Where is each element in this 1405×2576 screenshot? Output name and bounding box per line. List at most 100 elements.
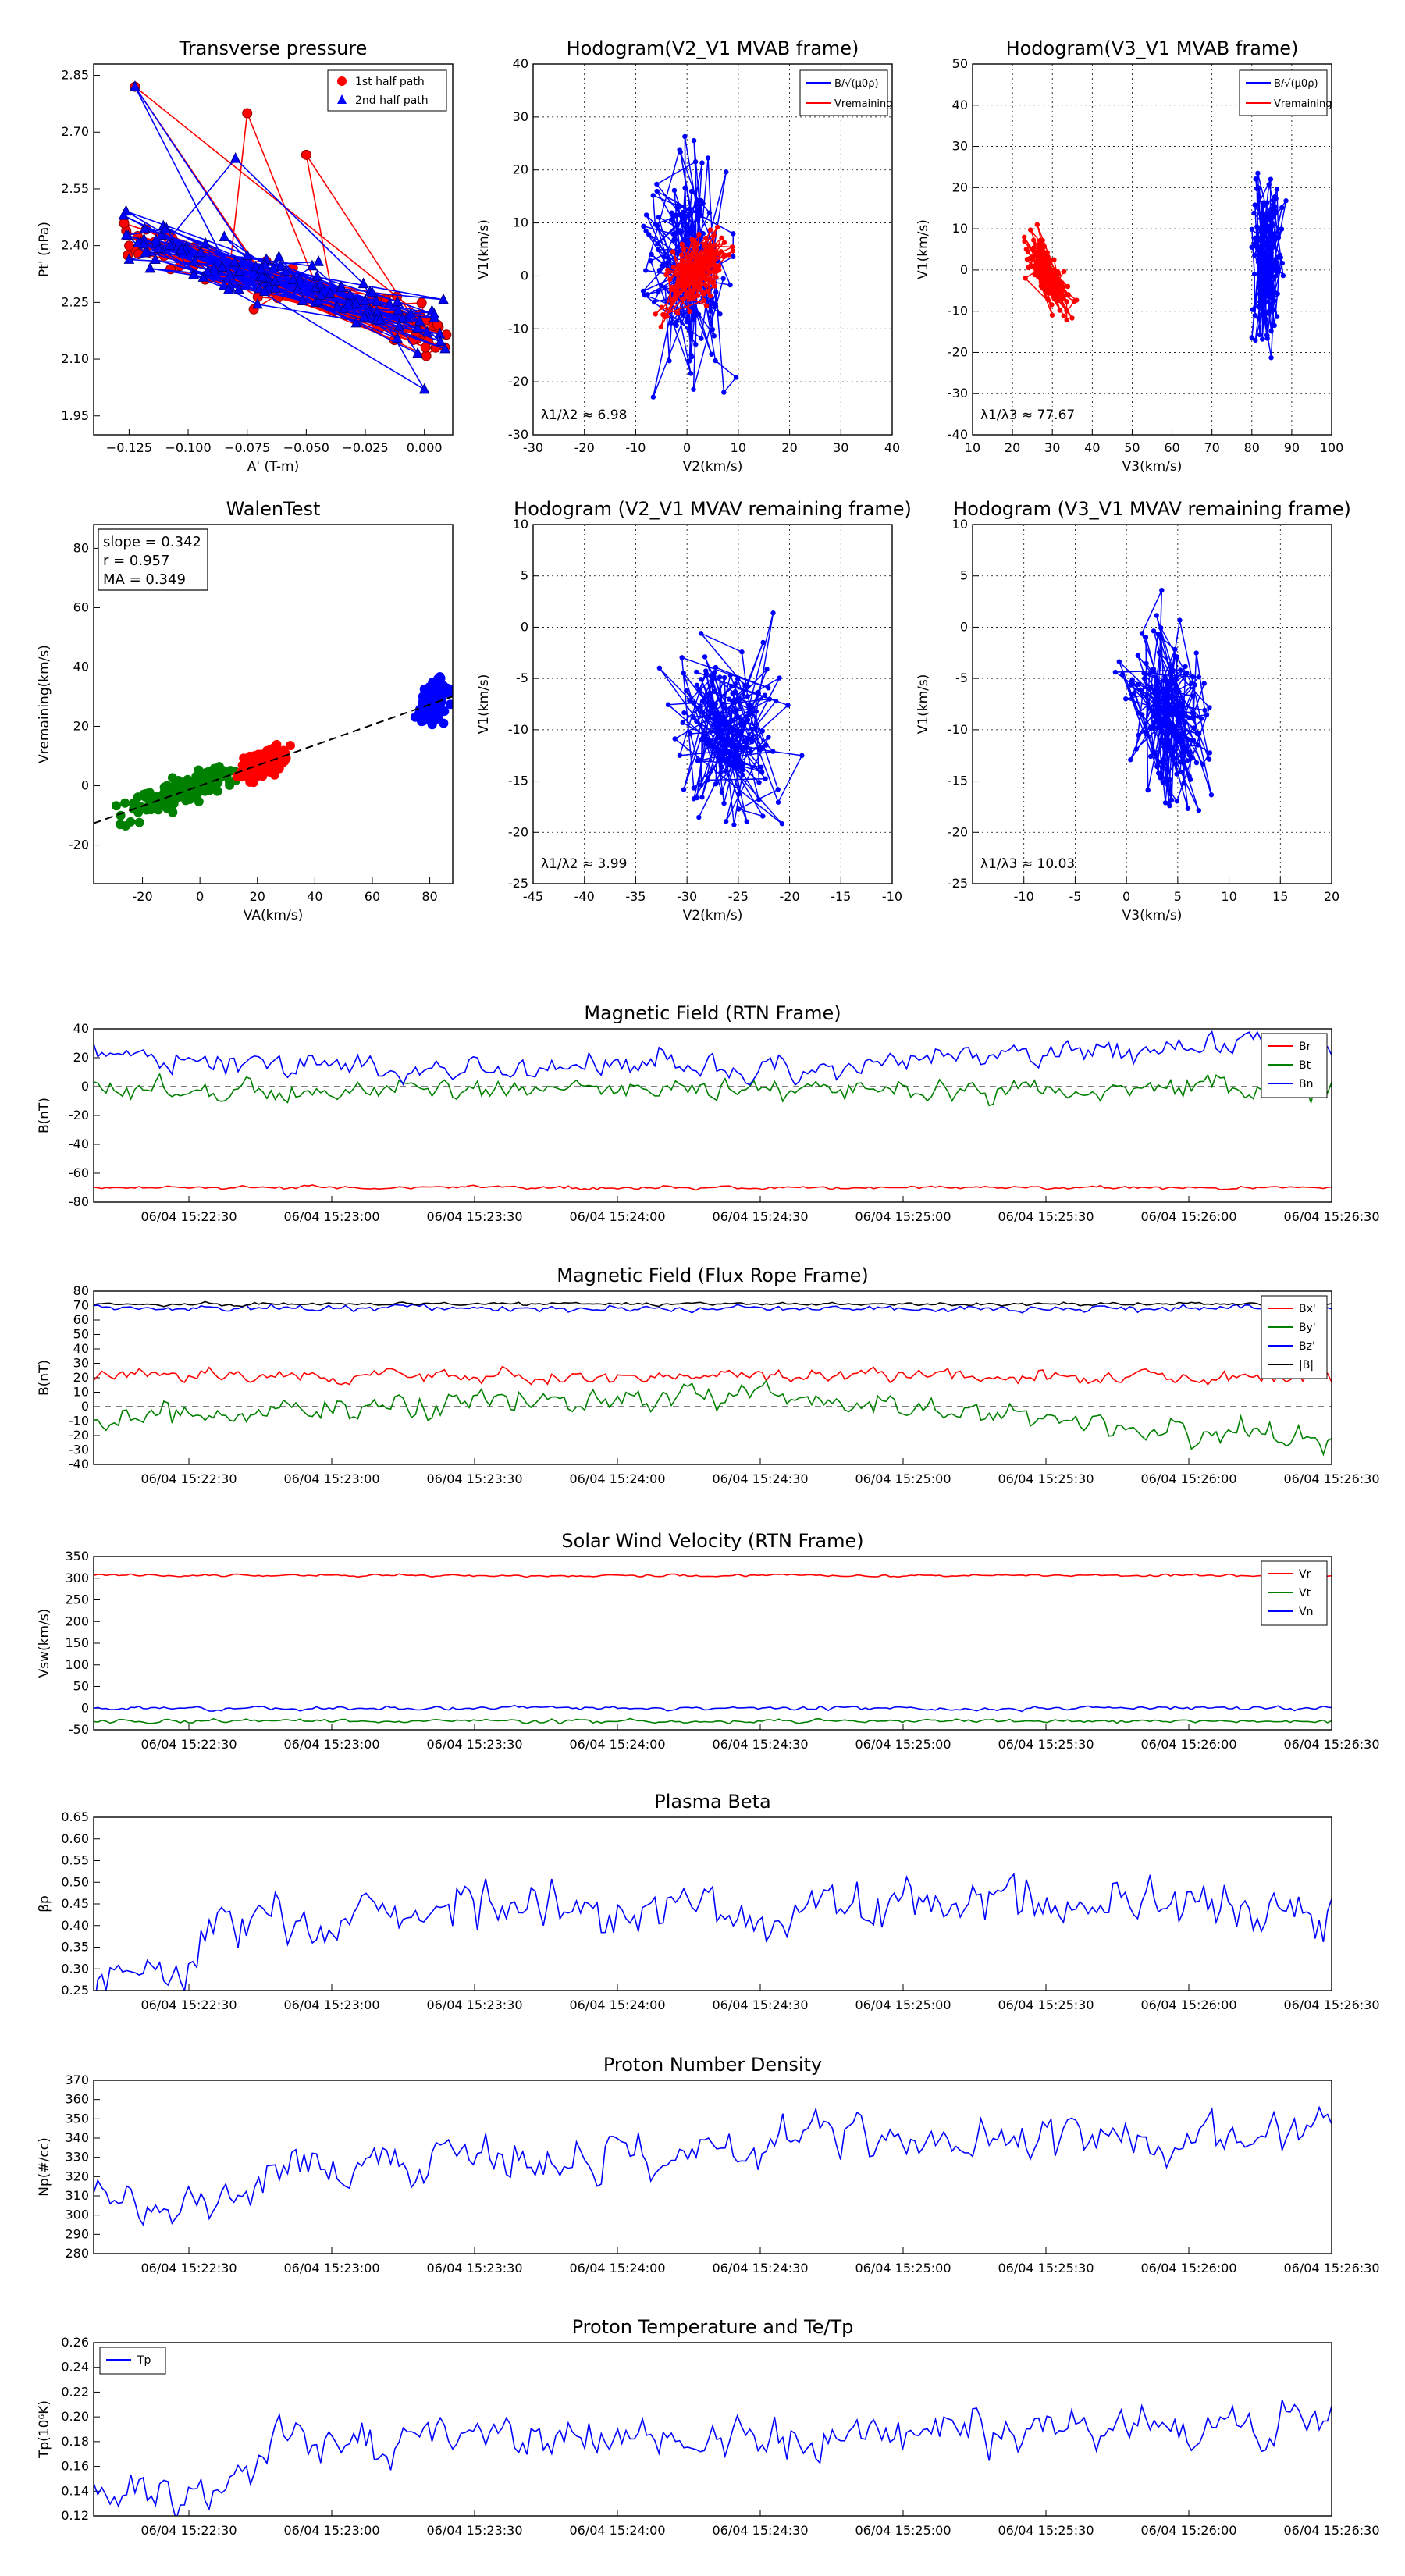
plot-frame [93,1816,1332,1991]
hodogram-point [1190,674,1196,680]
marker-triangle [393,304,404,315]
hodogram-point [1036,263,1041,269]
y-tick-label: -40 [69,1137,89,1151]
marker-triangle [358,311,370,322]
hodogram-point [687,269,693,274]
hodogram-point [1166,681,1172,686]
plot-frame [93,524,454,884]
hodogram-point [1064,299,1069,304]
y-tick-label: -10 [948,722,968,737]
walen-point-green [140,792,151,802]
hodogram-point [695,758,701,763]
hodogram-point [667,358,672,364]
hodogram-point [1262,265,1268,271]
x-tick-label: 100 [1320,440,1344,455]
y-tick-label: 2.40 [61,238,89,253]
marker-triangle [422,326,432,337]
hodogram-point [703,303,710,308]
hodogram-point [1023,276,1028,281]
hodogram-point [678,229,684,236]
hodogram-point [674,291,680,297]
hodogram-point [770,749,776,754]
hodogram-point [1170,756,1176,763]
hodogram-point [689,354,695,360]
x-tick-label: −0.100 [165,440,211,455]
x-tick-label: 06/04 15:22:30 [140,1737,237,1752]
x-tick-label: 60 [365,889,380,904]
hodogram-point [698,264,704,269]
x-axis-label: V3(km/s) [1122,459,1183,475]
y-tick-label: 360 [65,2092,89,2107]
hodogram-point [1260,275,1266,281]
marker-triangle [229,256,240,267]
marker-triangle [307,259,318,271]
walen-point-blue [427,690,437,700]
y-tick-label: 310 [65,2188,89,2203]
hodogram-point [1168,797,1175,803]
hodogram-point [681,247,687,252]
hodogram-point [656,267,663,273]
hodogram-point [721,674,727,681]
hodogram-point [1156,704,1161,710]
hodogram-point [1283,198,1289,204]
x-tick-label: 10 [1221,889,1236,904]
y-tick-label: 0 [81,1079,89,1094]
plot-frame [93,2080,1332,2254]
hodogram-point [1249,335,1255,340]
plot-area [94,1300,1332,1457]
hodogram-point [729,244,735,250]
hodogram-point [1143,729,1148,735]
hodogram-point [713,664,719,671]
chart-title: Magnetic Field (RTN Frame) [584,1002,841,1024]
x-tick-label: −0.075 [224,440,270,455]
hodogram-point [1190,710,1196,716]
x-tick-label: 0 [683,440,691,455]
eigenvalue-ratio: λ1/λ2 ≈ 3.99 [541,856,627,872]
marker-triangle [188,268,200,279]
hodogram-point [1038,279,1044,285]
marker-triangle [159,222,171,234]
stats-box: slope = 0.342 r = 0.957 MA = 0.349 [98,528,208,591]
hodogram-point [691,316,696,322]
y-tick-label: -5 [955,671,968,685]
hodogram-point [1264,200,1270,205]
y-tick-label: -30 [508,427,528,442]
y-tick-label: -10 [508,722,528,737]
hodogram-point [696,814,702,820]
x-tick-label: 40 [307,889,322,904]
hodogram-point [1268,209,1275,215]
y-tick-label: 40 [513,56,528,71]
x-tick-label: 80 [1244,440,1260,455]
hodogram-point [1161,678,1167,684]
x-tick-label: 70 [1204,440,1219,455]
hodogram-point [696,232,702,237]
hodogram-point [1160,779,1166,785]
hodogram-point [712,283,717,289]
hodogram-point [714,224,720,230]
hodogram-point [693,311,699,317]
fit-line [94,696,453,824]
x-tick-label: 0.000 [407,440,443,455]
marker-triangle [219,279,229,290]
marker-triangle [241,249,253,261]
walen-point-red [245,751,255,761]
marker-triangle [412,347,423,358]
hodogram-point [726,252,732,258]
walen-point-red [261,753,271,763]
y-tick-label: 2.25 [61,294,89,309]
x-tick-label: 06/04 15:23:30 [426,1737,522,1752]
series-line-Bn [94,1030,1332,1087]
marker-triangle [258,285,270,297]
marker-triangle [313,294,324,306]
chart-mag_rtn: Magnetic Field (RTN Frame) 06/04 15:22:30… [37,1002,1380,1224]
y-tick-label: -60 [69,1165,89,1180]
hodogram-point [775,799,781,805]
hodogram-point [685,229,691,235]
walen-point-red [265,745,275,755]
x-tick-label: 06/04 15:24:30 [712,1471,808,1486]
hodogram-point [739,767,745,774]
marker-triangle [150,253,161,264]
hodogram-point [651,299,657,305]
hodogram-point [659,304,664,310]
hodogram-point [739,649,745,655]
